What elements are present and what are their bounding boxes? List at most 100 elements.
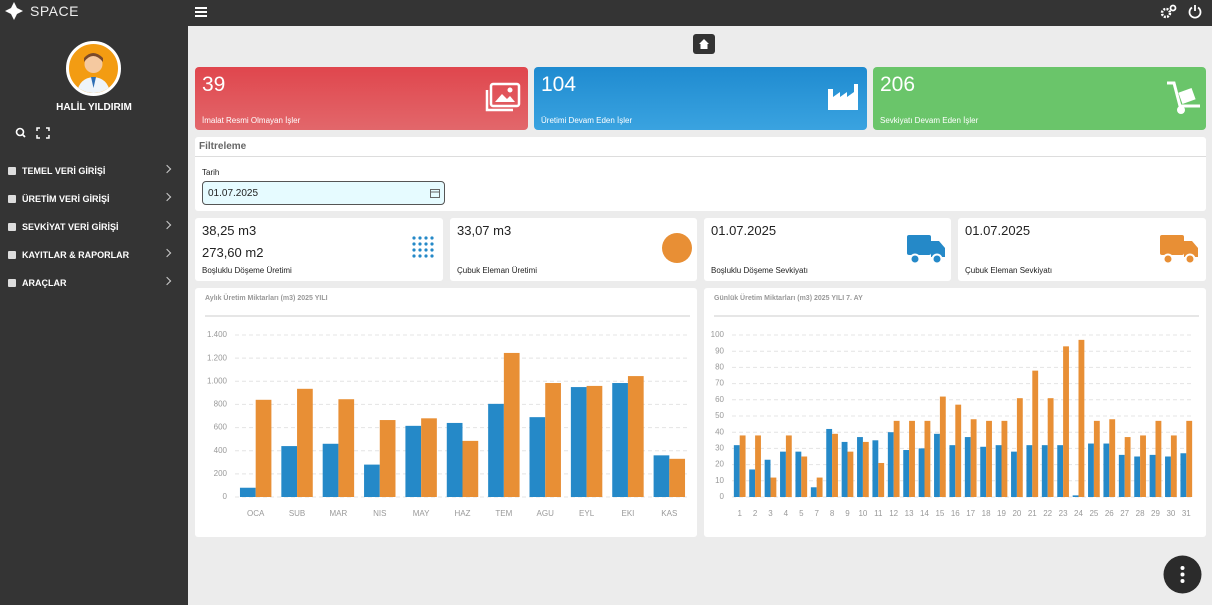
stat-card: 39 İmalat Resmi Olmayan İşler bbox=[195, 67, 528, 130]
info-amount: 38,25 m3 bbox=[202, 223, 257, 238]
x-tick-label: MAR bbox=[330, 509, 348, 518]
stat-icon bbox=[828, 84, 858, 110]
info-card: 01.07.2025 Çubuk Eleman Sevkiyatı bbox=[958, 218, 1206, 281]
x-tick-label: 17 bbox=[966, 509, 975, 518]
bar bbox=[770, 477, 777, 497]
bar bbox=[1041, 445, 1048, 497]
bar bbox=[918, 448, 925, 497]
x-tick-label: 3 bbox=[768, 509, 773, 518]
bar bbox=[986, 420, 992, 497]
bar bbox=[297, 388, 313, 497]
x-tick-label: 9 bbox=[845, 509, 850, 518]
menu-item[interactable]: KAYITLAR & RAPORLAR bbox=[0, 242, 188, 268]
x-tick-label: 26 bbox=[1105, 509, 1114, 518]
bar bbox=[995, 445, 1002, 497]
x-tick-label: 11 bbox=[874, 509, 883, 518]
fab-button[interactable] bbox=[1163, 555, 1202, 594]
bar bbox=[338, 399, 355, 497]
bar bbox=[1134, 456, 1141, 497]
tool-icons bbox=[15, 127, 50, 139]
avatar bbox=[66, 41, 121, 96]
bar bbox=[446, 422, 463, 497]
stat-label: Üretimi Devam Eden İşler bbox=[541, 116, 633, 125]
stat-value: 104 bbox=[541, 73, 577, 96]
bar bbox=[627, 376, 644, 497]
bar bbox=[903, 450, 910, 497]
x-tick-label: 22 bbox=[1043, 509, 1052, 518]
bar bbox=[878, 462, 885, 497]
bar bbox=[1155, 420, 1162, 497]
top-bar bbox=[188, 0, 1212, 26]
info-amount: 01.07.2025 bbox=[711, 223, 777, 238]
x-tick-label: NIS bbox=[373, 509, 386, 518]
brand: SPACE bbox=[30, 3, 79, 19]
bar bbox=[909, 420, 915, 497]
bar bbox=[1047, 398, 1054, 497]
bar bbox=[816, 477, 823, 497]
power-button[interactable] bbox=[1188, 4, 1202, 19]
bar bbox=[1072, 495, 1079, 497]
stat-label: İmalat Resmi Olmayan İşler bbox=[202, 116, 301, 125]
bar bbox=[887, 432, 894, 497]
chart: Aylık Üretim Miktarları (m3) 2025 YILI 0… bbox=[205, 293, 690, 518]
bar bbox=[669, 458, 686, 497]
y-tick-label: 90 bbox=[715, 346, 724, 355]
y-tick-label: 0 bbox=[720, 492, 725, 501]
y-tick-label: 800 bbox=[214, 400, 228, 409]
menu-item[interactable]: ARAÇLAR bbox=[0, 270, 188, 296]
bar bbox=[970, 419, 977, 497]
y-tick-label: 100 bbox=[711, 330, 725, 339]
info-card: 33,07 m3 Çubuk Eleman Üretimi bbox=[450, 218, 697, 281]
bar bbox=[780, 451, 786, 497]
x-tick-label: SUB bbox=[289, 509, 305, 518]
y-tick-label: 10 bbox=[715, 476, 724, 485]
menu-toggle[interactable] bbox=[195, 6, 207, 18]
bar bbox=[810, 487, 817, 497]
bar bbox=[239, 487, 256, 497]
info-icon bbox=[662, 233, 692, 263]
bar bbox=[939, 396, 946, 497]
x-tick-label: 30 bbox=[1166, 509, 1175, 518]
y-tick-label: 30 bbox=[715, 444, 724, 453]
bar bbox=[955, 404, 962, 497]
settings-button[interactable] bbox=[1160, 4, 1178, 20]
x-tick-label: TEM bbox=[495, 509, 512, 518]
bar bbox=[1032, 370, 1039, 497]
home-button[interactable] bbox=[693, 34, 715, 54]
bar bbox=[934, 433, 940, 497]
info-icon bbox=[1160, 235, 1198, 265]
x-tick-label: 4 bbox=[784, 509, 789, 518]
bar bbox=[1186, 420, 1193, 497]
x-tick-label: 29 bbox=[1151, 509, 1160, 518]
bar bbox=[949, 445, 956, 497]
x-tick-label: 28 bbox=[1136, 509, 1145, 518]
bar bbox=[964, 437, 971, 497]
menu-item[interactable]: TEMEL VERİ GİRİŞİ bbox=[0, 158, 188, 184]
bar bbox=[529, 417, 546, 497]
y-tick-label: 50 bbox=[715, 411, 724, 420]
bar bbox=[281, 446, 298, 497]
x-tick-label: 15 bbox=[935, 509, 944, 518]
menu-item[interactable]: SEVKİYAT VERİ GİRİŞİ bbox=[0, 214, 188, 240]
bar bbox=[586, 385, 603, 497]
x-tick-label: 13 bbox=[905, 509, 914, 518]
date-input[interactable]: 01.07.2025 bbox=[202, 181, 445, 205]
date-value: 01.07.2025 bbox=[208, 188, 259, 199]
info-label: Çubuk Eleman Üretimi bbox=[457, 266, 538, 275]
info-label: Çubuk Eleman Sevkiyatı bbox=[965, 266, 1053, 275]
bar bbox=[364, 464, 380, 497]
x-tick-label: 31 bbox=[1182, 509, 1191, 518]
stat-value: 206 bbox=[880, 73, 916, 96]
bar bbox=[462, 440, 479, 497]
bar bbox=[1165, 456, 1171, 497]
bar bbox=[980, 446, 987, 497]
bar bbox=[862, 441, 869, 497]
stat-card: 206 Sevkiyatı Devam Eden İşler bbox=[873, 67, 1206, 130]
divider bbox=[195, 156, 1206, 157]
stat-label: Sevkiyatı Devam Eden İşler bbox=[880, 116, 979, 125]
y-tick-label: 600 bbox=[214, 423, 228, 432]
bar bbox=[1180, 453, 1187, 497]
bar bbox=[1057, 445, 1064, 497]
bar bbox=[847, 451, 854, 497]
menu-item[interactable]: ÜRETİM VERİ GİRİŞİ bbox=[0, 186, 188, 212]
